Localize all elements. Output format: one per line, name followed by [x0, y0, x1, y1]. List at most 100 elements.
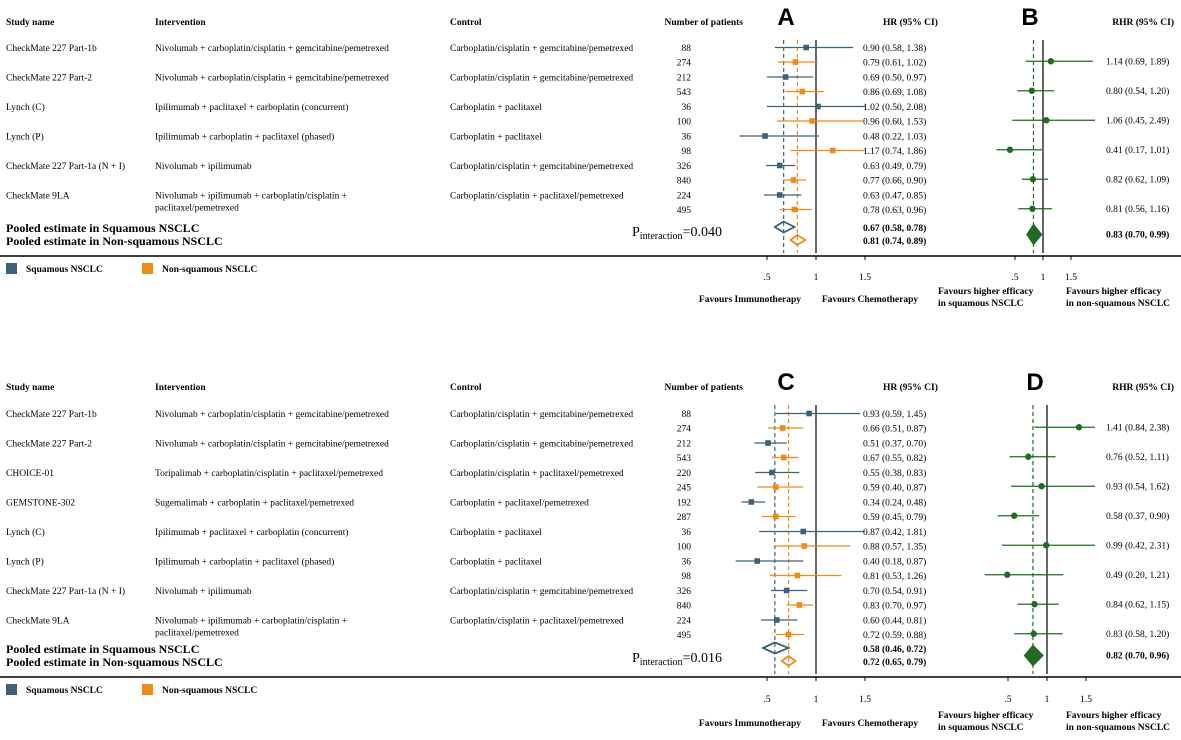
hr-ci-label: 0.67 (0.55, 0.82)	[863, 453, 926, 464]
panel-letter-hr: A	[777, 4, 794, 31]
hr-point-squamous	[776, 192, 783, 198]
hr-ci-label: 0.93 (0.59, 1.45)	[863, 409, 926, 420]
hr-tick-label: 1	[814, 273, 819, 283]
hr-ci-label: 0.90 (0.58, 1.38)	[863, 43, 926, 54]
hr-ci-label: 0.72 (0.59, 0.88)	[863, 630, 926, 641]
favours-chemotherapy-label: Favours Chemotherapy	[822, 295, 919, 305]
hr-tick-label: .5	[763, 695, 770, 705]
study-name: CheckMate 227 Part-1a (N + I)	[6, 161, 125, 172]
rhr-point	[1028, 87, 1036, 94]
hr-point-nonsquamous	[796, 602, 803, 608]
rhr-point	[1006, 146, 1014, 153]
hr-tick-label: .5	[763, 273, 770, 283]
hr-ci-label: 0.34 (0.24, 0.48)	[863, 498, 926, 509]
patient-count: 220	[677, 469, 692, 479]
favours-immunotherapy-label: Favours Immunotherapy	[699, 295, 801, 305]
rhr-tick-label: .5	[1011, 273, 1018, 283]
p-interaction-value: =0.040	[683, 225, 722, 240]
study-name: Lynch (C)	[6, 102, 45, 113]
p-interaction: Pinteraction=0.040	[632, 225, 722, 242]
patient-count: 98	[682, 147, 692, 157]
header-hr-ci: HR (95% CI)	[883, 382, 938, 393]
pooled-diamond-squamous	[760, 641, 791, 655]
control-text: Carboplatin/cisplatin + paclitaxel/pemet…	[450, 617, 624, 627]
control-text: Carboplatin + paclitaxel/pemetrexed	[450, 499, 589, 509]
patient-count: 88	[682, 44, 692, 54]
study-name: CheckMate 227 Part-2	[6, 440, 92, 450]
hr-point-nonsquamous	[773, 484, 779, 490]
control-text: Carboplatin/cisplatin + paclitaxel/pemet…	[450, 469, 624, 479]
study-name: CHOICE-01	[6, 469, 54, 479]
intervention-text: Nivolumab + carboplatin/cisplatin + gemc…	[155, 440, 389, 450]
rhr-point	[1047, 58, 1055, 65]
patient-count: 212	[677, 74, 692, 84]
study-name: Lynch (C)	[6, 527, 45, 538]
pooled-rhr-ci: 0.83 (0.70, 0.99)	[1106, 230, 1169, 241]
hr-ci-label: 0.63 (0.49, 0.79)	[863, 161, 926, 172]
rhr-point	[1043, 542, 1050, 549]
hr-ci-label: 1.02 (0.50, 2.08)	[863, 102, 926, 113]
hr-point-nonsquamous	[792, 59, 799, 65]
rhr-point	[1043, 117, 1050, 124]
hr-ci-label: 0.48 (0.22, 1.03)	[863, 132, 926, 143]
header-rhr-ci: RHR (95% CI)	[1112, 17, 1174, 28]
pooled-rhr-ci: 0.82 (0.70, 0.96)	[1106, 651, 1169, 662]
control-text: Carboplatin/cisplatin + gemcitabine/peme…	[450, 410, 633, 420]
intervention-text: paclitaxel/pemetrexed	[155, 629, 239, 639]
intervention-text: Nivolumab + ipilimumab + carboplatin/cis…	[155, 617, 347, 627]
favours-chemotherapy-label: Favours Chemotherapy	[822, 719, 919, 729]
rhr-ci-label: 0.80 (0.54, 1.20)	[1106, 86, 1169, 97]
patient-count: 192	[677, 499, 692, 509]
rhr-point	[1011, 512, 1018, 519]
control-text: Carboplatin/cisplatin + gemcitabine/peme…	[450, 440, 633, 450]
hr-point-squamous	[776, 162, 783, 169]
control-text: Carboplatin + paclitaxel	[450, 558, 542, 568]
hr-ci-label: 0.96 (0.60, 1.53)	[863, 117, 926, 128]
hr-point-nonsquamous	[780, 454, 787, 461]
rhr-point	[1038, 483, 1045, 490]
rhr-ci-label: 0.49 (0.20, 1.21)	[1106, 570, 1169, 581]
patient-count: 100	[677, 118, 692, 128]
hr-ci-label: 0.69 (0.50, 0.97)	[863, 73, 926, 84]
panel-letter-hr: C	[777, 369, 794, 396]
patient-count: 495	[677, 631, 692, 641]
pooled-label-nonsquamous: Pooled estimate in Non-squamous NSCLC	[6, 655, 223, 669]
rhr-tick-label: 1.5	[1065, 273, 1077, 283]
hr-point-squamous	[800, 528, 807, 535]
favours-squamous-label: in squamous NSCLC	[938, 299, 1024, 309]
hr-point-squamous	[806, 410, 812, 417]
pooled-diamond-nonsquamous	[788, 233, 807, 247]
control-text: Carboplatin/cisplatin + gemcitabine/peme…	[450, 74, 633, 84]
study-name: CheckMate 227 Part-1b	[6, 410, 97, 420]
rhr-ci-label: 0.81 (0.56, 1.16)	[1106, 204, 1169, 215]
hr-point-squamous	[762, 133, 768, 139]
p-interaction-prefix: P	[632, 225, 640, 240]
pooled-rhr-diamond	[1023, 644, 1044, 667]
panel-letter-rhr: D	[1026, 369, 1043, 396]
rhr-point	[1030, 630, 1037, 637]
patient-count: 88	[682, 410, 692, 420]
intervention-text: Nivolumab + carboplatin/cisplatin + gemc…	[155, 74, 389, 84]
patient-count: 224	[677, 192, 692, 202]
pooled-label-nonsquamous: Pooled estimate in Non-squamous NSCLC	[6, 234, 223, 248]
header-number-of-patients: Number of patients	[665, 383, 744, 393]
favours-squamous-label: in squamous NSCLC	[938, 723, 1024, 733]
rhr-point	[1004, 571, 1011, 578]
control-text: Carboplatin + paclitaxel	[450, 133, 542, 143]
rhr-point	[1031, 601, 1038, 608]
study-name: CheckMate 227 Part-1a (N + I)	[6, 586, 125, 597]
hr-point-squamous	[765, 440, 771, 446]
patient-count: 36	[682, 133, 692, 143]
hr-ci-label: 0.77 (0.66, 0.90)	[863, 176, 926, 187]
hr-point-squamous	[815, 103, 821, 110]
hr-point-nonsquamous	[799, 88, 806, 95]
favours-nonsquamous-label: Favours higher efficacy	[1066, 287, 1162, 297]
patient-count: 274	[677, 59, 692, 69]
patient-count: 326	[677, 587, 692, 597]
intervention-text: paclitaxel/pemetrexed	[155, 204, 239, 214]
study-name: CheckMate 9LA	[6, 192, 70, 202]
hr-ci-label: 0.88 (0.57, 1.35)	[863, 542, 926, 553]
pooled-ci-squamous: 0.67 (0.58, 0.78)	[863, 223, 926, 234]
rhr-tick-label: .5	[1004, 695, 1011, 705]
